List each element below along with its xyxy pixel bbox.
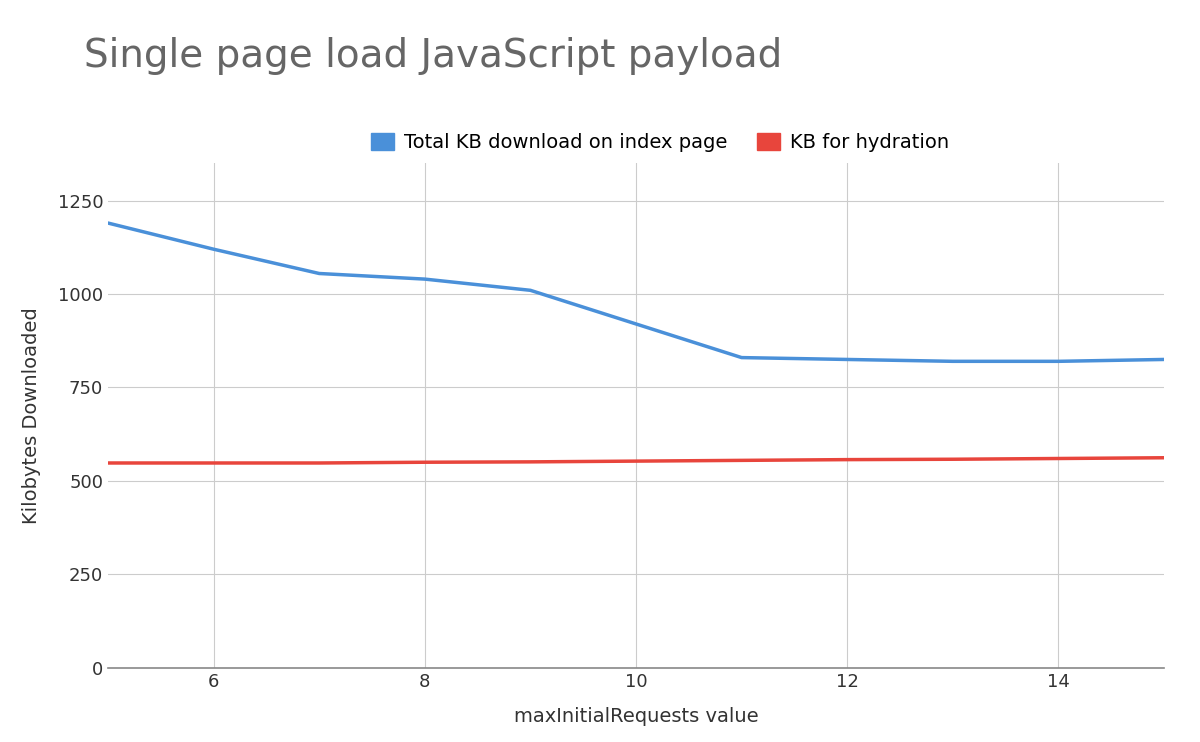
Text: Single page load JavaScript payload: Single page load JavaScript payload xyxy=(84,37,782,75)
Legend: Total KB download on index page, KB for hydration: Total KB download on index page, KB for … xyxy=(364,125,956,160)
X-axis label: maxInitialRequests value: maxInitialRequests value xyxy=(514,707,758,726)
Y-axis label: Kilobytes Downloaded: Kilobytes Downloaded xyxy=(22,307,41,524)
